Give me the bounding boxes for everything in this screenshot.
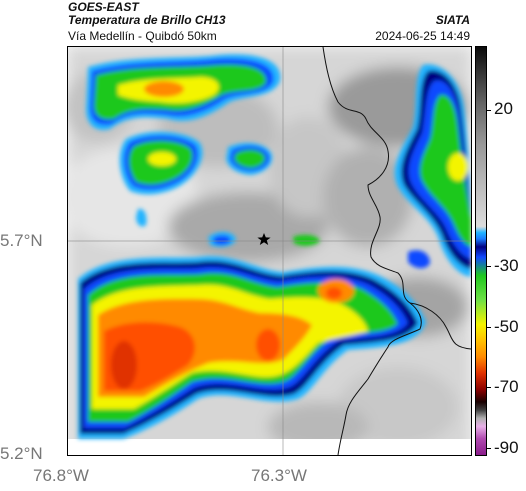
header: GOES-EAST Temperatura de Brillo CH13 Vía… [0,0,526,46]
lat-label-5.7: 5.7°N [0,231,43,250]
satellite-title: GOES-EAST [68,0,139,14]
star-icon[interactable] [257,233,271,245]
colorbar-tick-20 [486,110,491,111]
colorbar-tick-m70 [486,387,491,388]
colorbar-label-m50: -50 [494,317,519,336]
lon-label-76.3: 76.3°W [251,466,307,485]
colorbar-label-m70: -70 [494,377,519,396]
department-boundary-east [409,302,471,350]
colorbar-label-m30: -30 [494,256,519,275]
lon-label-76.8: 76.8°W [33,466,89,485]
colorbar-tick-m90 [486,448,491,449]
product-title: Temperatura de Brillo CH13 [68,13,226,27]
department-boundary [322,47,422,455]
datetime-label: 2024-06-25 14:49 [375,29,470,43]
satellite-map[interactable] [67,46,472,456]
convective-clouds [78,54,471,439]
agency-label: SIATA [435,13,470,27]
colorbar-tick-m50 [486,327,491,328]
colorbar-tick-m30 [486,266,491,267]
brightness-temperature-field [68,47,471,455]
colorbar-label-m90: -90 [494,438,519,457]
route-subtitle: Vía Medellín - Quibdó 50km [68,29,217,43]
graticule [68,47,471,455]
colorbar-label-20: 20 [494,99,513,118]
lat-label-5.2: 5.2°N [0,444,43,463]
colorbar [475,46,487,456]
